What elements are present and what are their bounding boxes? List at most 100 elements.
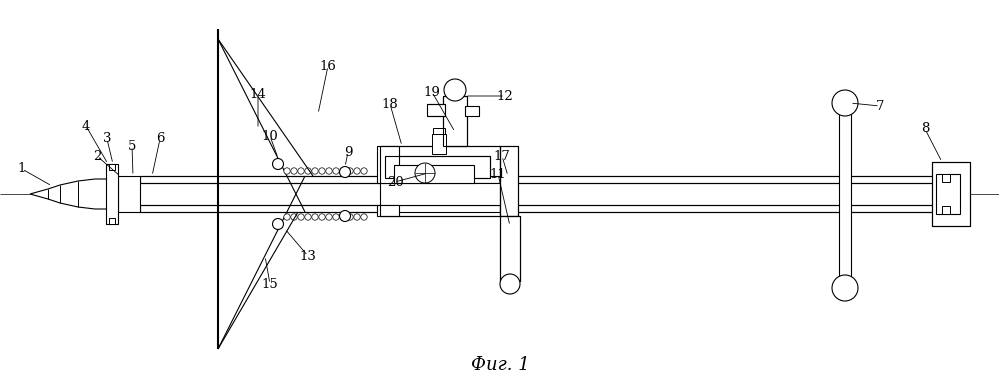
Bar xyxy=(385,156,490,178)
Bar xyxy=(380,146,500,183)
Circle shape xyxy=(312,168,319,174)
Circle shape xyxy=(347,168,354,174)
Bar xyxy=(109,164,115,170)
Bar xyxy=(140,183,955,205)
Circle shape xyxy=(305,214,312,220)
Text: 11: 11 xyxy=(490,168,506,180)
Bar xyxy=(465,106,479,116)
Bar xyxy=(140,205,955,212)
Circle shape xyxy=(340,166,351,178)
Bar xyxy=(380,205,500,216)
Text: 19: 19 xyxy=(424,86,441,99)
Bar xyxy=(380,205,500,212)
Text: 16: 16 xyxy=(320,60,337,72)
Circle shape xyxy=(340,214,347,220)
Text: 18: 18 xyxy=(382,98,399,111)
Bar xyxy=(106,164,118,224)
Circle shape xyxy=(347,214,354,220)
Bar xyxy=(118,176,140,212)
Circle shape xyxy=(832,90,858,116)
Text: 12: 12 xyxy=(497,89,513,103)
Bar xyxy=(380,183,500,205)
Bar xyxy=(500,146,518,216)
Circle shape xyxy=(312,214,319,220)
Circle shape xyxy=(832,275,858,301)
Circle shape xyxy=(333,214,340,220)
Text: 10: 10 xyxy=(262,130,279,142)
Bar xyxy=(427,104,445,116)
Polygon shape xyxy=(30,179,108,209)
Bar xyxy=(936,174,960,214)
Text: 8: 8 xyxy=(921,123,929,135)
Text: 17: 17 xyxy=(494,149,510,163)
Bar xyxy=(500,146,518,216)
Bar xyxy=(106,164,118,224)
Text: 7: 7 xyxy=(876,99,884,113)
Circle shape xyxy=(361,214,368,220)
Bar xyxy=(377,146,399,183)
Bar xyxy=(443,96,467,146)
Circle shape xyxy=(354,168,361,174)
Bar xyxy=(500,216,520,281)
Bar xyxy=(380,205,500,212)
Text: 9: 9 xyxy=(344,146,353,159)
Circle shape xyxy=(273,159,284,170)
Bar xyxy=(932,162,970,226)
Circle shape xyxy=(319,214,326,220)
Text: 20: 20 xyxy=(387,175,404,188)
Text: 4: 4 xyxy=(82,120,90,132)
Bar xyxy=(380,205,500,216)
Bar xyxy=(443,96,467,146)
Bar xyxy=(377,205,399,216)
Circle shape xyxy=(326,168,333,174)
Circle shape xyxy=(340,211,351,221)
Bar xyxy=(140,176,955,183)
Text: Фиг. 1: Фиг. 1 xyxy=(471,356,529,374)
Text: 13: 13 xyxy=(300,250,317,262)
Circle shape xyxy=(319,168,326,174)
Text: 14: 14 xyxy=(250,87,267,101)
Circle shape xyxy=(415,163,435,183)
Circle shape xyxy=(298,214,305,220)
Bar xyxy=(385,156,490,178)
Bar xyxy=(109,218,115,224)
Bar xyxy=(377,205,399,216)
Circle shape xyxy=(291,214,297,220)
Circle shape xyxy=(298,168,305,174)
Bar xyxy=(500,216,520,281)
Bar xyxy=(118,176,140,212)
Bar xyxy=(942,174,950,182)
Text: 5: 5 xyxy=(128,139,136,152)
Text: 6: 6 xyxy=(156,132,164,146)
Bar xyxy=(500,146,518,216)
Bar xyxy=(377,146,399,183)
Bar xyxy=(380,176,500,183)
Bar xyxy=(140,205,955,212)
Bar xyxy=(380,146,500,183)
Bar xyxy=(500,216,520,281)
Bar xyxy=(394,165,474,183)
Text: 1: 1 xyxy=(18,163,26,175)
Bar xyxy=(942,206,950,214)
Text: 2: 2 xyxy=(93,149,101,163)
Bar xyxy=(443,96,467,146)
Bar xyxy=(380,146,500,216)
Circle shape xyxy=(354,214,361,220)
Bar xyxy=(385,156,490,178)
Circle shape xyxy=(284,168,290,174)
Bar xyxy=(932,162,970,226)
Circle shape xyxy=(305,168,312,174)
Circle shape xyxy=(444,79,466,101)
Text: 15: 15 xyxy=(262,277,279,291)
Bar xyxy=(839,106,851,282)
Bar xyxy=(433,128,445,134)
Circle shape xyxy=(284,214,290,220)
Circle shape xyxy=(340,168,347,174)
Circle shape xyxy=(273,219,284,229)
Circle shape xyxy=(333,168,340,174)
Bar xyxy=(932,162,970,226)
Circle shape xyxy=(500,274,520,294)
Circle shape xyxy=(326,214,333,220)
Bar xyxy=(140,176,955,183)
Circle shape xyxy=(291,168,297,174)
